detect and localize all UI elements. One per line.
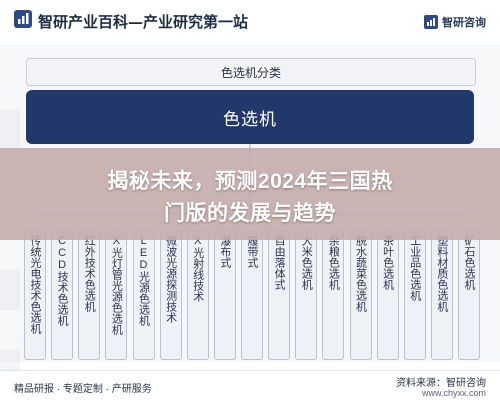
category-column: X光射线技术	[186, 230, 209, 360]
category-column: 脱水蔬菜色选机	[349, 230, 372, 360]
category-column: CCD技术色选机	[51, 230, 74, 360]
category-column: 矿石色选机	[458, 230, 480, 360]
category-label: LED光源色选机	[137, 235, 150, 326]
category-column: 红外技术色选机	[78, 230, 101, 360]
category-label: CCD技术色选机	[56, 235, 69, 326]
banner-line-2: 门版的发展与趋势	[164, 202, 336, 225]
category-column: 塑料材质色选机	[430, 230, 453, 360]
category-column: 瀑布式	[213, 230, 236, 360]
category-label: X光灯管光源色选机	[110, 235, 123, 335]
category-label: X光射线技术	[191, 235, 204, 302]
category-label: 塑料材质色选机	[435, 235, 448, 312]
brand: 智研咨询	[424, 14, 486, 30]
category-column: LED光源色选机	[132, 230, 155, 360]
overlay-banner	[0, 148, 500, 240]
category-label: 微波光源探测技术	[164, 235, 177, 323]
category-column: 自由落体式	[268, 230, 291, 360]
brand-name: 智研咨询	[442, 17, 486, 29]
footer: 精品研报 · 专题定制 · 产研服务 资料来源：智研咨询 www.chyxx.c…	[0, 370, 500, 403]
banner-text: 揭秘未来，预测2024年三国热 门版的发展与趋势	[0, 166, 500, 230]
category-column: 微波光源探测技术	[159, 230, 182, 360]
category-label: 茶叶色选机	[381, 235, 394, 290]
classification-label: 色选机分类	[26, 58, 476, 86]
category-column: 工业品色选机	[403, 230, 426, 360]
category-label: 工业品色选机	[408, 235, 421, 301]
category-label: 红外技术色选机	[83, 235, 96, 312]
category-column: 传统光电技术色选机	[24, 230, 46, 360]
category-column: 履带式	[241, 230, 263, 360]
header-title: 智研产业百科—产业研究第一站	[38, 13, 249, 31]
diagram: 色选机分类 色选机 传统光电技术色选机 CCD技术色选机 红外技术色选机 X光灯管光源…	[0, 44, 500, 362]
category-column: 大米色选机	[295, 230, 318, 360]
banner-line-1: 揭秘未来，预测2024年三国热	[107, 170, 393, 193]
category-columns: 传统光电技术色选机 CCD技术色选机 红外技术色选机 X光灯管光源色选机 LED光源色选…	[24, 230, 480, 360]
category-label: 履带式	[246, 235, 258, 268]
root-node: 色选机	[26, 90, 474, 144]
category-label: 大米色选机	[300, 235, 313, 290]
logo-icon	[14, 10, 32, 28]
category-column: 杂粮色选机	[322, 230, 345, 360]
category-label: 自由落体式	[273, 235, 286, 290]
category-column: X光灯管光源色选机	[105, 230, 128, 360]
category-label: 瀑布式	[218, 235, 231, 268]
category-label: 脱水蔬菜色选机	[354, 235, 367, 312]
category-label: 矿石色选机	[463, 235, 475, 290]
footer-source-text: 资料来源：智研咨询	[396, 378, 486, 389]
footer-services: 精品研报 · 专题定制 · 产研服务	[14, 384, 152, 395]
footer-url[interactable]: www.chyxx.com	[421, 388, 486, 398]
brand-logo-icon	[424, 15, 438, 29]
category-label: 杂粮色选机	[327, 235, 340, 290]
footer-source: 资料来源：智研咨询	[396, 374, 486, 389]
category-column: 茶叶色选机	[376, 230, 399, 360]
header: 智研产业百科—产业研究第一站 智研咨询	[0, 0, 500, 44]
category-label: 传统光电技术色选机	[29, 235, 41, 334]
